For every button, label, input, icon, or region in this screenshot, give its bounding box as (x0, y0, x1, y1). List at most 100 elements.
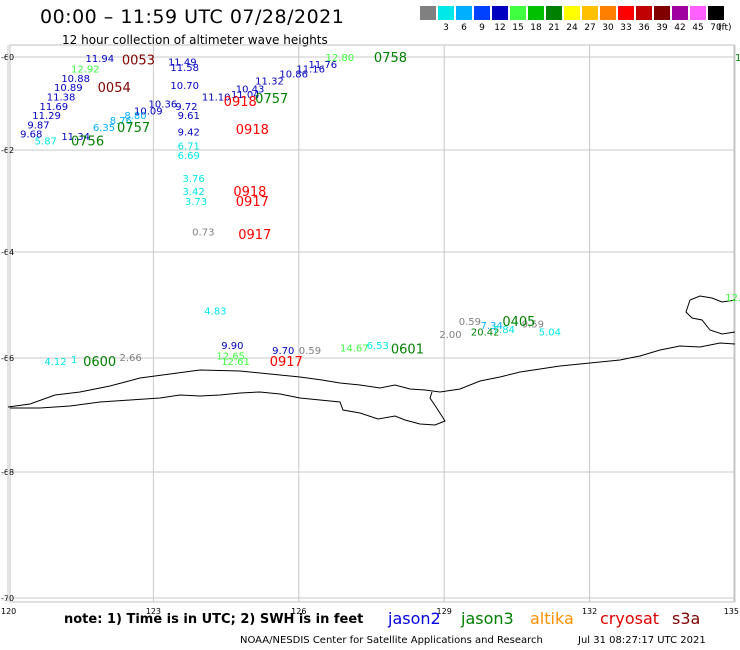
wave-height-value: 0.59 (299, 346, 321, 357)
wave-height-value: 18.33 (735, 53, 740, 64)
scale-label: 27 (584, 23, 596, 33)
coastline-inlet (10, 391, 446, 426)
scale-label: 36 (638, 23, 650, 33)
scale-swatch (618, 6, 634, 20)
wave-height-value: 3.76 (182, 174, 204, 185)
wave-height-value: 11.04 (231, 90, 260, 101)
mission-label-jason3: jason3 (461, 609, 514, 628)
wave-height-value: 11.69 (40, 102, 69, 113)
wave-height-value: 9.87 (27, 120, 49, 131)
mission-label-s3a: s3a (672, 609, 701, 628)
wave-height-value: 11.32 (255, 76, 284, 87)
wave-height-value: 4.83 (204, 306, 226, 317)
wave-height-value: 11.16 (296, 65, 325, 76)
wave-height-value: 7.84 (493, 325, 515, 336)
scale-label: 39 (656, 23, 668, 33)
lon-tick-label: 123 (146, 607, 161, 616)
antarctic-coastline (7, 295, 736, 426)
scale-label: 42 (674, 23, 686, 33)
pass-time-label: 0917 (270, 355, 303, 370)
map-title: 00:00 – 11:59 UTC 07/28/2021 (40, 6, 345, 28)
wave-height-value: 11.58 (170, 63, 199, 74)
mission-label-altika: altika (530, 609, 574, 628)
mission-label-cryosat: cryosat (600, 609, 660, 628)
pass-time-label: 0918 (224, 95, 257, 110)
wave-height-value: 5.04 (539, 328, 561, 339)
scale-unit: (ft) (718, 23, 732, 33)
scale-swatch (420, 6, 436, 20)
wave-height-value: 10.36 (149, 100, 178, 111)
scale-swatch (708, 6, 724, 20)
wave-height-value: 6.69 (178, 151, 200, 162)
wave-height-value: 11.10 (202, 93, 231, 104)
scale-swatch (654, 6, 670, 20)
wave-height-value: 0.73 (192, 228, 214, 239)
wave-height-value: 6.53 (367, 341, 389, 352)
map-frame (9, 44, 735, 603)
scale-swatch (672, 6, 688, 20)
wave-height-value: 4.12 (44, 357, 66, 368)
lon-tick-label: 129 (437, 607, 452, 616)
wave-height-value: 9.42 (178, 127, 200, 138)
wave-height-value: 9.59 (522, 320, 544, 331)
wave-height-value: 8.76 (110, 116, 132, 127)
wave-height-value: 12.80 (325, 53, 354, 64)
graticule: -60-62-64-66-68-70120123126129132135 (1, 45, 739, 616)
wave-height-value: 6.71 (178, 141, 200, 152)
wave-height-value: 0.59 (459, 317, 481, 328)
scale-swatch (582, 6, 598, 20)
wave-height-value: 2.66 (119, 353, 141, 364)
scale-swatch (636, 6, 652, 20)
wave-height-value: 6.35 (93, 123, 115, 134)
pass-time-label: 0918 (236, 123, 269, 138)
wave-height-value: 14.67 (340, 343, 369, 354)
wave-height-value: 7.34 (481, 321, 503, 332)
wave-height-value: 5.87 (35, 137, 57, 148)
scale-swatch (438, 6, 454, 20)
wave-height-value: 8.80 (124, 111, 146, 122)
scale-label: 30 (602, 23, 614, 33)
wave-height-value: 20.42 (471, 328, 500, 339)
scale-label: 18 (530, 23, 542, 33)
scale-label: 45 (692, 23, 704, 33)
pass-time-label: 0917 (238, 228, 271, 243)
wave-height-value: 11.94 (86, 54, 115, 65)
lon-tick-label: 135 (724, 607, 739, 616)
wave-height-value: 2.00 (439, 330, 461, 341)
pass-time-label: 0917 (236, 195, 269, 210)
scale-swatch (510, 6, 526, 20)
coastline-islands (685, 295, 736, 335)
pass-time-label: 0601 (391, 342, 424, 357)
mission-label-jason2: jason2 (388, 609, 441, 628)
wave-height-value: 9.61 (178, 111, 200, 122)
pass-time-label: 0405 (502, 315, 535, 330)
wave-height-value: 10.09 (134, 106, 163, 117)
generated-timestamp: Jul 31 08:27:17 UTC 2021 (578, 635, 706, 646)
wave-height-value: 9.72 (175, 102, 197, 113)
wave-height-value: 10.89 (54, 83, 83, 94)
scale-label: 9 (479, 23, 485, 33)
wave-height-value: 11.38 (47, 93, 76, 104)
wave-height-value: 3.42 (182, 187, 204, 198)
wave-height-value: 12.63 (725, 293, 740, 304)
footnote: note: 1) Time is in UTC; 2) SWH is in fe… (64, 612, 364, 627)
wave-height-value: 10.88 (61, 74, 90, 85)
pass-time-label: 0918 (233, 185, 266, 200)
wave-height-value: 12.92 (71, 65, 100, 76)
scale-label: 24 (566, 23, 578, 33)
lon-tick-label: 120 (1, 607, 16, 616)
pass-time-label: 0757 (117, 121, 150, 136)
wave-height-value: 11.29 (32, 111, 61, 122)
lon-tick-label: 126 (291, 607, 306, 616)
wave-height-value: 12.61 (221, 357, 250, 368)
scale-label: 6 (461, 23, 467, 33)
scale-swatch (564, 6, 580, 20)
scale-label: 12 (494, 23, 506, 33)
pass-time-label: 0756 (71, 135, 104, 150)
pass-time-label: 0758 (374, 51, 407, 66)
wave-height-value: 10.70 (170, 81, 199, 92)
wave-height-value: 11.34 (61, 132, 90, 143)
wave-height-value: 12.65 (216, 351, 245, 362)
wave-height-value: 3.73 (185, 197, 207, 208)
